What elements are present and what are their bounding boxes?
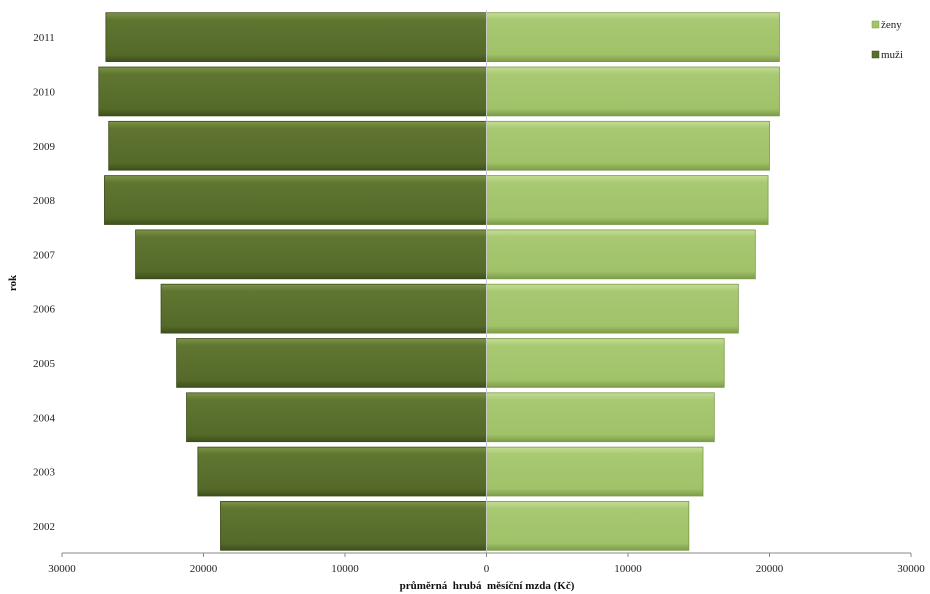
- y-tick-label: 2002: [33, 521, 55, 533]
- bar-zeny-2003: [487, 447, 703, 496]
- bar-zeny-2006: [487, 284, 739, 333]
- bar-muzi-2009: [109, 121, 487, 170]
- bar-zeny-2009: [487, 121, 770, 170]
- y-tick-label: 2003: [33, 467, 56, 479]
- y-tick-label: 2004: [33, 412, 56, 424]
- x-axis-title: průměrná hrubá měsíční mzda (Kč): [400, 580, 575, 592]
- y-tick-label: 2010: [33, 86, 56, 98]
- x-ticks: 30000 20000 10000 0 10000 20000 30000: [48, 553, 925, 575]
- x-tick-label: 10000: [331, 563, 359, 575]
- bar-zeny-2008: [487, 176, 769, 225]
- y-tick-label: 2011: [33, 32, 55, 44]
- legend: ženy muži: [872, 19, 903, 61]
- bar-muzi-2004: [187, 393, 487, 442]
- y-tick-label: 2006: [33, 304, 56, 316]
- bar-zeny-2005: [487, 339, 725, 388]
- bar-muzi-2003: [198, 447, 487, 496]
- bar-zeny-2010: [487, 67, 780, 116]
- bar-zeny-2011: [487, 13, 780, 62]
- plot-area: [99, 10, 780, 553]
- bar-zeny-2004: [487, 393, 715, 442]
- bar-muzi-2002: [220, 501, 486, 550]
- legend-swatch-zeny: [872, 21, 879, 28]
- legend-swatch-muzi: [872, 51, 879, 58]
- x-tick-label: 10000: [614, 563, 642, 575]
- x-tick-label: 30000: [48, 563, 76, 575]
- bar-muzi-2005: [177, 339, 487, 388]
- legend-label-muzi: muži: [881, 49, 903, 61]
- x-tick-label: 20000: [756, 563, 784, 575]
- bar-muzi-2007: [136, 230, 487, 279]
- bar-muzi-2006: [161, 284, 486, 333]
- bar-muzi-2011: [106, 13, 487, 62]
- y-axis-title: rok: [7, 274, 19, 291]
- bar-muzi-2010: [99, 67, 487, 116]
- y-tick-label: 2009: [33, 141, 56, 153]
- x-tick-label: 0: [484, 563, 490, 575]
- bar-muzi-2008: [104, 176, 486, 225]
- y-ticks: 2002 2003 2004 2005 2006 2007 2008 2009 2010 2011: [33, 32, 56, 533]
- bar-zeny-2007: [487, 230, 756, 279]
- y-tick-label: 2008: [33, 195, 56, 207]
- x-tick-label: 20000: [190, 563, 218, 575]
- legend-label-zeny: ženy: [881, 19, 902, 31]
- y-tick-label: 2005: [33, 358, 56, 370]
- x-tick-label: 30000: [897, 563, 925, 575]
- bar-zeny-2002: [487, 501, 689, 550]
- y-tick-label: 2007: [33, 249, 56, 261]
